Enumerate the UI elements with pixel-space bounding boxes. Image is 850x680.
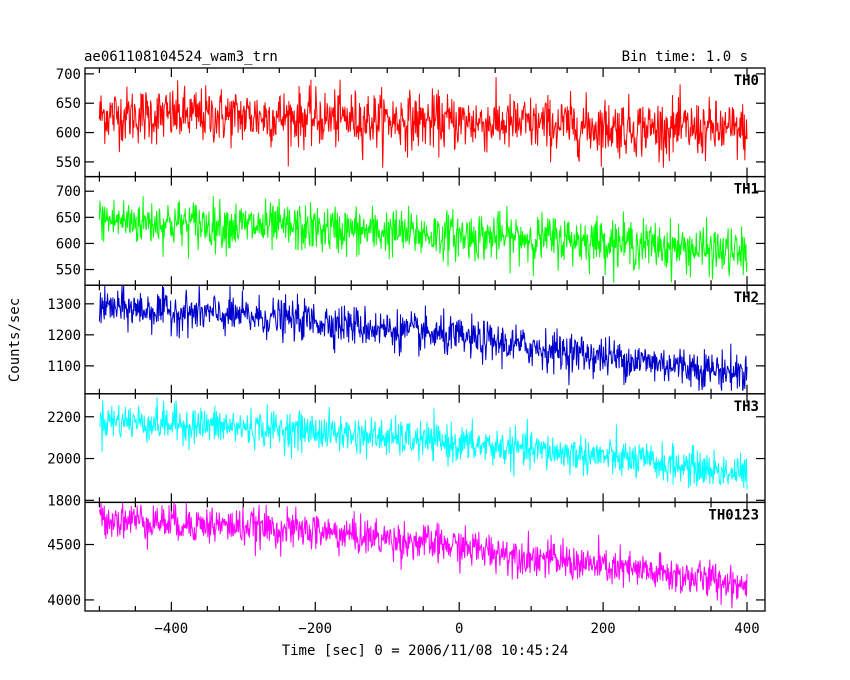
bin-time-label: Bin time: 1.0 s bbox=[622, 49, 748, 65]
y-tick-label: 1300 bbox=[47, 297, 81, 313]
panel-label: TH0 bbox=[734, 73, 759, 89]
series-line-th0 bbox=[98, 77, 748, 168]
panel-th2: 1100 1200 1300 TH2 bbox=[47, 284, 766, 395]
y-tick-label: 600 bbox=[56, 126, 81, 142]
y-tick-label: 650 bbox=[56, 96, 81, 112]
panel-th0123: 4000 4500 TH0123 bbox=[47, 501, 766, 612]
y-tick-label: 1800 bbox=[47, 493, 81, 509]
chart-title: ae061108104524_wam3_trn bbox=[84, 49, 278, 65]
panel-label: TH0123 bbox=[708, 507, 759, 523]
panel-th0: 550 600 650 700 TH0 bbox=[56, 67, 766, 178]
y-tick-label: 2000 bbox=[47, 452, 81, 468]
y-tick-label: 1100 bbox=[47, 359, 81, 375]
panel-th1: 550 600 650 700 TH1 bbox=[56, 175, 766, 286]
panel-label: TH2 bbox=[734, 290, 759, 306]
series-line-th1 bbox=[98, 195, 748, 283]
panel-frame bbox=[84, 501, 766, 612]
y-tick-label: 700 bbox=[56, 184, 81, 200]
panel-th3: 1800 2000 2200 TH3 bbox=[47, 393, 766, 509]
x-tick-label: −400 bbox=[154, 621, 188, 637]
y-tick-label: 1200 bbox=[47, 328, 81, 344]
y-tick-label: 4000 bbox=[47, 593, 81, 609]
y-tick-label: 550 bbox=[56, 263, 81, 279]
y-tick-label: 550 bbox=[56, 155, 81, 171]
panel-label: TH3 bbox=[734, 399, 759, 415]
series-line-th0123 bbox=[98, 502, 748, 609]
series-line-th2 bbox=[98, 285, 748, 391]
y-tick-label: 650 bbox=[56, 210, 81, 226]
y-tick-label: 2200 bbox=[47, 410, 81, 426]
series-line-th3 bbox=[98, 397, 748, 490]
x-tick-label: 400 bbox=[734, 621, 759, 637]
x-axis-label: Time [sec] 0 = 2006/11/08 10:45:24 bbox=[282, 643, 569, 659]
y-tick-label: 4500 bbox=[47, 538, 81, 554]
x-tick-label: 200 bbox=[590, 621, 615, 637]
y-tick-label: 700 bbox=[56, 67, 81, 83]
y-axis-label: Counts/sec bbox=[7, 298, 23, 382]
panels-group: 550 600 650 700 TH0 550 600 650 700 TH1 1100 1200 13… bbox=[47, 67, 766, 637]
y-tick-label: 600 bbox=[56, 236, 81, 252]
x-tick-label: −200 bbox=[298, 621, 332, 637]
panel-frame bbox=[84, 393, 766, 504]
panel-label: TH1 bbox=[734, 182, 759, 198]
x-tick-label: 0 bbox=[455, 621, 463, 637]
